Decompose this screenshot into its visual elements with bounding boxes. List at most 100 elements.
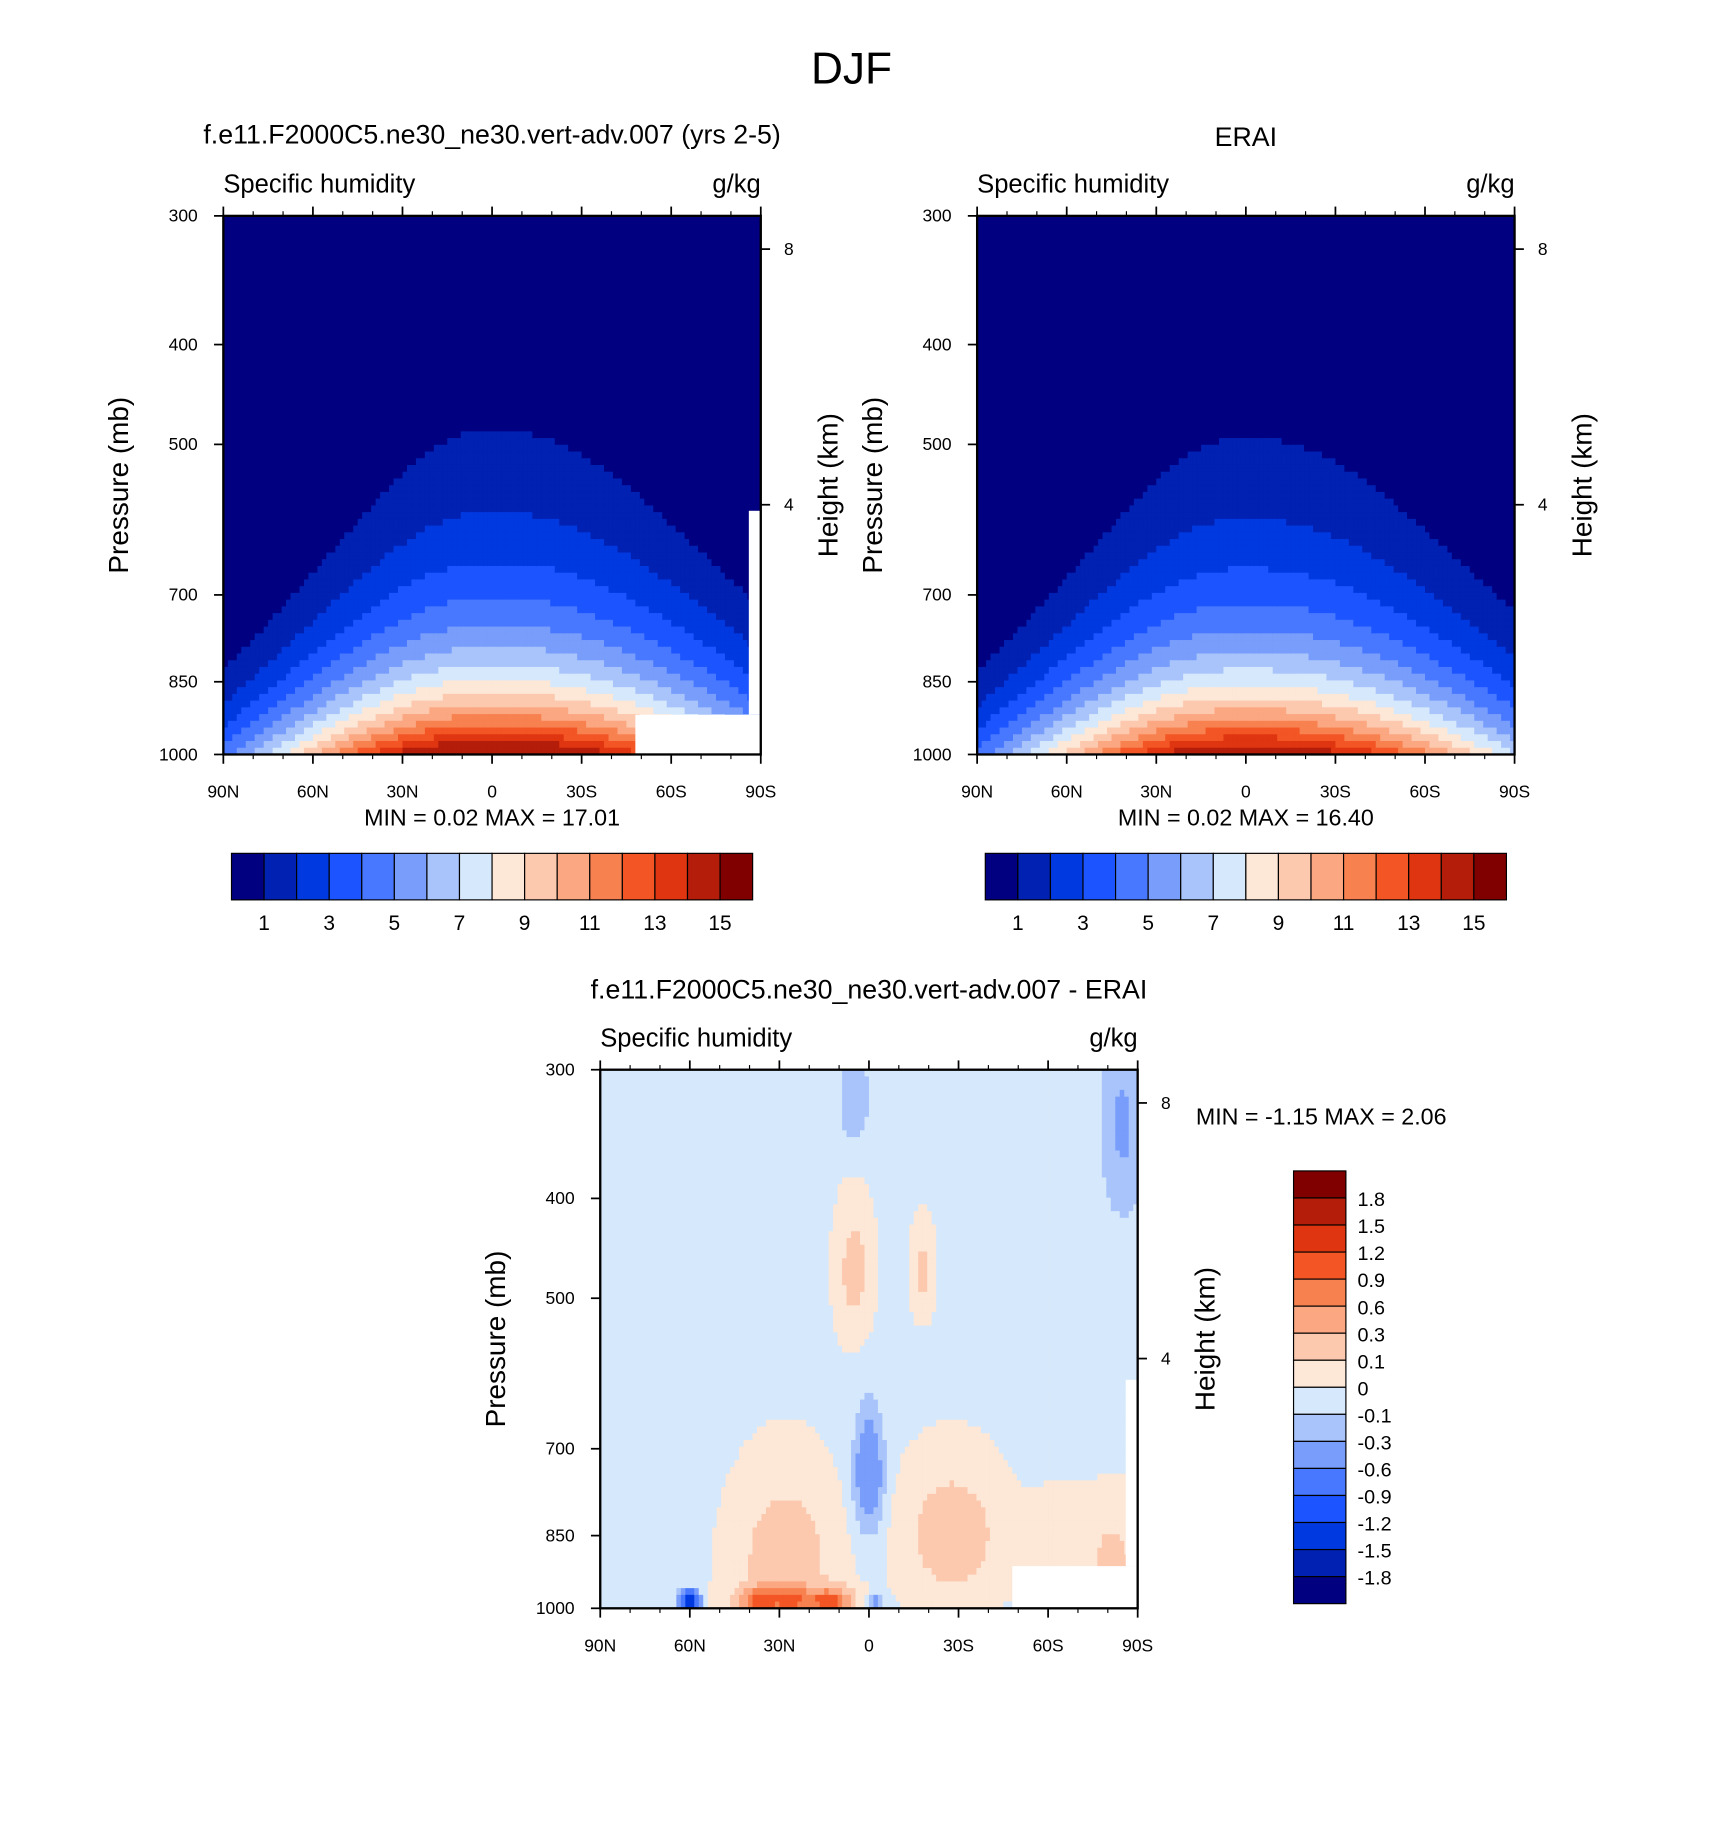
units-label: g/kg: [1466, 171, 1514, 199]
y2-tick-label: 4: [1161, 1348, 1171, 1368]
x-tick-label: 60N: [297, 782, 329, 802]
colorbar-label: 5: [389, 912, 401, 935]
y-tick-label: 1000: [536, 1598, 575, 1618]
colorbar-label: 13: [643, 912, 666, 935]
colorbar-box: [524, 852, 558, 901]
colorbar-label: 1.2: [1358, 1243, 1385, 1265]
y2-tick-label: 8: [1161, 1093, 1171, 1113]
panel-title: f.e11.F2000C5.ne30_ne30.vert-adv.007 (yr…: [203, 120, 780, 150]
x-tick-label: 60S: [656, 782, 687, 802]
y-axis-title: Pressure (mb): [857, 397, 888, 574]
colorbar-label: -1.2: [1358, 1514, 1392, 1536]
y2-tick-label: 8: [1538, 239, 1548, 259]
missing-data-area: [748, 510, 761, 715]
y-tick-label: 500: [169, 434, 198, 454]
y-tick-label: 850: [169, 672, 198, 692]
x-tick-label: 90S: [1122, 1635, 1153, 1655]
colorbar-box: [1245, 852, 1280, 901]
panel-diff: f.e11.F2000C5.ne30_ne30.vert-adv.007 - E…: [480, 975, 1447, 1656]
colorbar-label: 0.1: [1358, 1351, 1385, 1373]
x-tick-label: 90N: [961, 782, 993, 802]
x-tick-label: 30N: [386, 782, 418, 802]
y-tick-label: 850: [546, 1525, 575, 1545]
colorbar-label: -1.8: [1358, 1568, 1392, 1590]
panel-title: f.e11.F2000C5.ne30_ne30.vert-adv.007 - E…: [591, 975, 1148, 1005]
colorbar-box: [1180, 852, 1214, 901]
colorbar-label: 3: [1077, 912, 1089, 935]
colorbar-box: [1408, 852, 1442, 901]
colorbar-label: 1: [1012, 912, 1024, 935]
y-tick-label: 1000: [159, 744, 198, 764]
colorbar-label: 15: [1462, 912, 1485, 935]
y2-tick-label: 4: [784, 495, 794, 515]
colorbar-box: [1292, 1305, 1347, 1334]
colorbar-box: [1292, 1278, 1347, 1307]
colorbar-box: [984, 852, 1019, 901]
panel-title: ERAI: [1215, 122, 1277, 152]
colorbar-label: -0.6: [1358, 1460, 1392, 1482]
colorbar-box: [589, 852, 623, 901]
colorbar-label: 1.8: [1358, 1189, 1385, 1211]
colorbar-box: [1292, 1440, 1347, 1470]
colorbar-label: 0: [1358, 1378, 1369, 1400]
x-tick-label: 60S: [1033, 1635, 1064, 1655]
colorbar-label: 9: [1273, 912, 1285, 935]
colorbar-box: [361, 852, 395, 901]
colorbar-label: -0.3: [1358, 1433, 1392, 1455]
colorbar-box: [1212, 852, 1247, 901]
y-tick-label: 300: [169, 206, 198, 226]
y2-axis-title: Height (km): [1189, 1267, 1220, 1411]
colorbar-box: [296, 852, 330, 901]
units-label: g/kg: [712, 171, 760, 199]
colorbar-label: 3: [323, 912, 335, 935]
colorbar-box: [1082, 852, 1117, 901]
x-tick-label: 0: [487, 782, 497, 802]
colorbar-box: [1292, 1386, 1347, 1415]
y-axis-title: Pressure (mb): [103, 397, 134, 574]
colorbar-label: 9: [519, 912, 531, 935]
colorbar-box: [556, 852, 591, 901]
x-tick-label: 0: [864, 1635, 874, 1655]
panel-model: f.e11.F2000C5.ne30_ne30.vert-adv.007 (yr…: [103, 120, 844, 935]
x-tick-label: 90N: [207, 782, 239, 802]
colorbar-box: [393, 852, 428, 901]
colorbar-box: [1114, 852, 1149, 901]
colorbar-label: 11: [579, 912, 601, 935]
colorbar-box: [1277, 852, 1312, 901]
y-tick-label: 300: [546, 1060, 575, 1080]
y-tick-label: 700: [922, 585, 951, 605]
colorbar-box: [1292, 1251, 1347, 1280]
colorbar-label: -1.5: [1358, 1541, 1392, 1563]
colorbar-box: [1292, 1197, 1347, 1226]
x-tick-label: 90S: [745, 782, 776, 802]
min-max-label: MIN = 0.02 MAX = 17.01: [364, 804, 620, 830]
colorbar-label: 7: [1207, 912, 1219, 935]
colorbar-label: 1: [258, 912, 270, 935]
colorbar-label: 13: [1397, 912, 1420, 935]
colorbar-label: -0.9: [1358, 1487, 1392, 1509]
y-tick-label: 1000: [913, 744, 952, 764]
colorbar-box: [1292, 1548, 1347, 1578]
colorbar-box: [1292, 1359, 1347, 1388]
colorbar-box: [1473, 852, 1508, 901]
colorbar-label: 11: [1333, 912, 1355, 935]
colorbar-box: [719, 852, 754, 901]
x-tick-label: 30S: [1320, 782, 1351, 802]
y-tick-label: 700: [169, 585, 198, 605]
colorbar-box: [1292, 1576, 1347, 1605]
colorbar-label: 5: [1142, 912, 1154, 935]
y-tick-label: 500: [546, 1288, 575, 1308]
y-tick-label: 850: [922, 672, 951, 692]
contour-field: [600, 1069, 1139, 1610]
colorbar-box: [1292, 1467, 1347, 1497]
colorbar-box: [1310, 852, 1345, 901]
colorbar-box: [1342, 852, 1377, 901]
colorbar-label: -0.1: [1358, 1405, 1392, 1427]
units-label: g/kg: [1089, 1024, 1137, 1052]
x-tick-label: 90N: [584, 1635, 616, 1655]
colorbar-box: [1440, 852, 1475, 901]
x-tick-label: 30S: [566, 782, 597, 802]
colorbar-box: [328, 852, 363, 901]
y2-tick-label: 8: [784, 239, 794, 259]
